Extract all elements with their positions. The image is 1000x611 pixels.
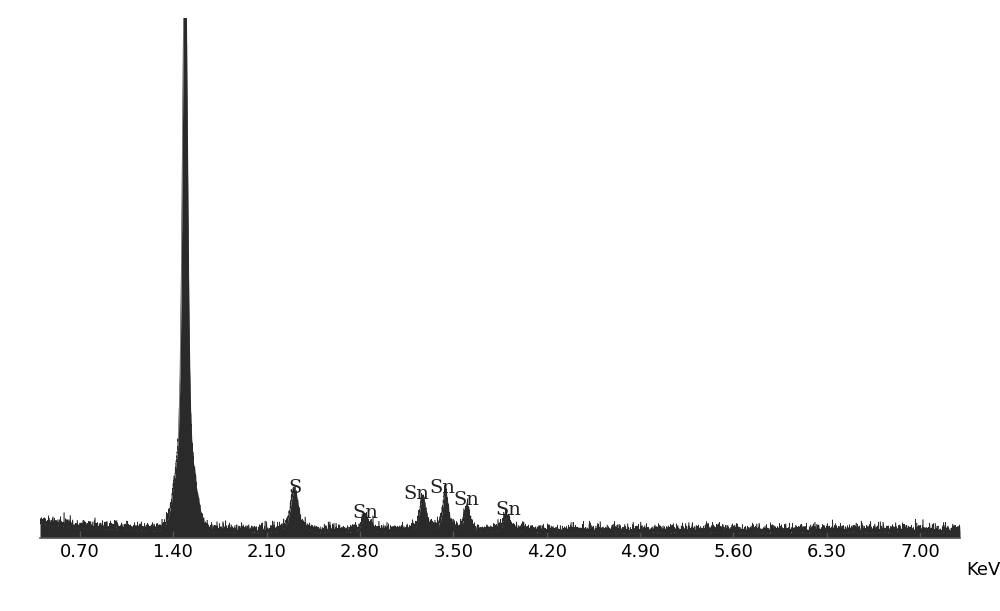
Text: KeV: KeV [967,561,1000,579]
Text: Sn: Sn [429,479,455,497]
Text: Sn: Sn [454,491,480,509]
Text: Sn: Sn [403,485,429,503]
Text: Sn: Sn [352,504,378,522]
Text: S: S [288,479,301,497]
Text: Sn: Sn [495,502,521,519]
